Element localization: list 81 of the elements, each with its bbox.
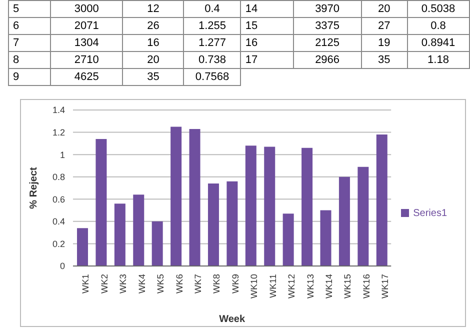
y-tick-label: 1.4 (52, 105, 65, 116)
text: 5 (8, 0, 51, 18)
x-tick-label: WK15 (342, 274, 353, 299)
text: 1.255 (184, 18, 241, 34)
text: 8 (8, 52, 51, 68)
text: 3375 (293, 18, 362, 34)
y-tick-label: 0.8 (52, 172, 65, 182)
x-tick-label: WK6 (174, 274, 184, 294)
text: 0.4 (184, 0, 241, 18)
text: 26 (122, 18, 184, 34)
text: 2966 (293, 52, 362, 68)
y-tick-label: 0 (60, 261, 65, 272)
text: 19 (361, 34, 408, 52)
x-tick-label: WK2 (99, 274, 110, 294)
text: 16 (122, 34, 184, 52)
text: 0.8 (407, 18, 470, 34)
text: 2710 (50, 52, 123, 68)
bar (245, 146, 256, 266)
text: 0.5038 (407, 0, 470, 18)
text: 35 (122, 68, 184, 86)
bar (208, 184, 219, 266)
bar (320, 210, 332, 266)
text: 2125 (293, 34, 362, 52)
bar (358, 166, 369, 266)
x-tick-label: WK16 (361, 274, 372, 299)
bar (170, 126, 182, 266)
text: 4625 (50, 68, 123, 86)
bar (96, 138, 107, 266)
x-axis-title: Week (219, 314, 246, 325)
text: 27 (361, 18, 408, 34)
bar (264, 146, 276, 266)
text: 35 (361, 52, 408, 68)
bar (376, 134, 388, 266)
bar (338, 176, 350, 266)
x-tick-label: WK13 (305, 274, 316, 299)
x-tick-label: WK14 (324, 274, 334, 299)
y-tick-label: 1.2 (52, 127, 65, 138)
text: 16 (240, 34, 294, 52)
x-tick-label: WK4 (136, 274, 147, 294)
bar (189, 128, 200, 266)
x-tick-label: WK5 (156, 274, 166, 294)
text: 2071 (50, 18, 123, 34)
text: 17 (240, 52, 294, 68)
text: 20 (122, 52, 184, 68)
x-tick-label: WK3 (118, 274, 128, 294)
bar (114, 204, 126, 266)
text: 14 (240, 0, 294, 18)
text: 3970 (293, 0, 362, 18)
bar (282, 214, 294, 266)
x-tick-label: WK10 (249, 274, 260, 299)
legend-label: Series1 (413, 208, 447, 218)
text: 0.738 (184, 52, 241, 68)
bar (226, 181, 238, 266)
text: 9 (8, 68, 51, 86)
bar (133, 194, 144, 266)
bar (152, 221, 163, 266)
text: 1304 (50, 34, 123, 52)
x-tick-label: WK9 (230, 274, 240, 294)
text: 20 (361, 0, 408, 18)
y-axis-title: % Reject (28, 166, 40, 209)
x-tick-label: WK12 (286, 274, 297, 299)
text: 0.8941 (407, 34, 470, 52)
y-tick-label: 0.6 (52, 194, 65, 204)
x-tick-label: WK7 (193, 274, 204, 294)
text: 15 (240, 18, 294, 34)
text: 1.277 (184, 34, 241, 52)
x-tick-label: WK1 (80, 274, 91, 294)
x-tick-label: WK17 (380, 274, 390, 299)
y-tick-label: 1 (60, 150, 65, 160)
text: 7 (8, 34, 51, 52)
x-tick-label: WK8 (212, 274, 222, 294)
x-tick-label: WK11 (268, 274, 278, 298)
text: 0.7568 (184, 68, 241, 86)
y-tick-label: 0.4 (52, 216, 65, 227)
y-tick-label: 0.2 (52, 238, 65, 249)
text: 1.18 (407, 52, 470, 68)
text: 3000 (50, 0, 123, 18)
bar (302, 148, 313, 266)
text: 12 (122, 0, 184, 18)
text: 6 (8, 18, 51, 34)
bar (77, 228, 88, 266)
